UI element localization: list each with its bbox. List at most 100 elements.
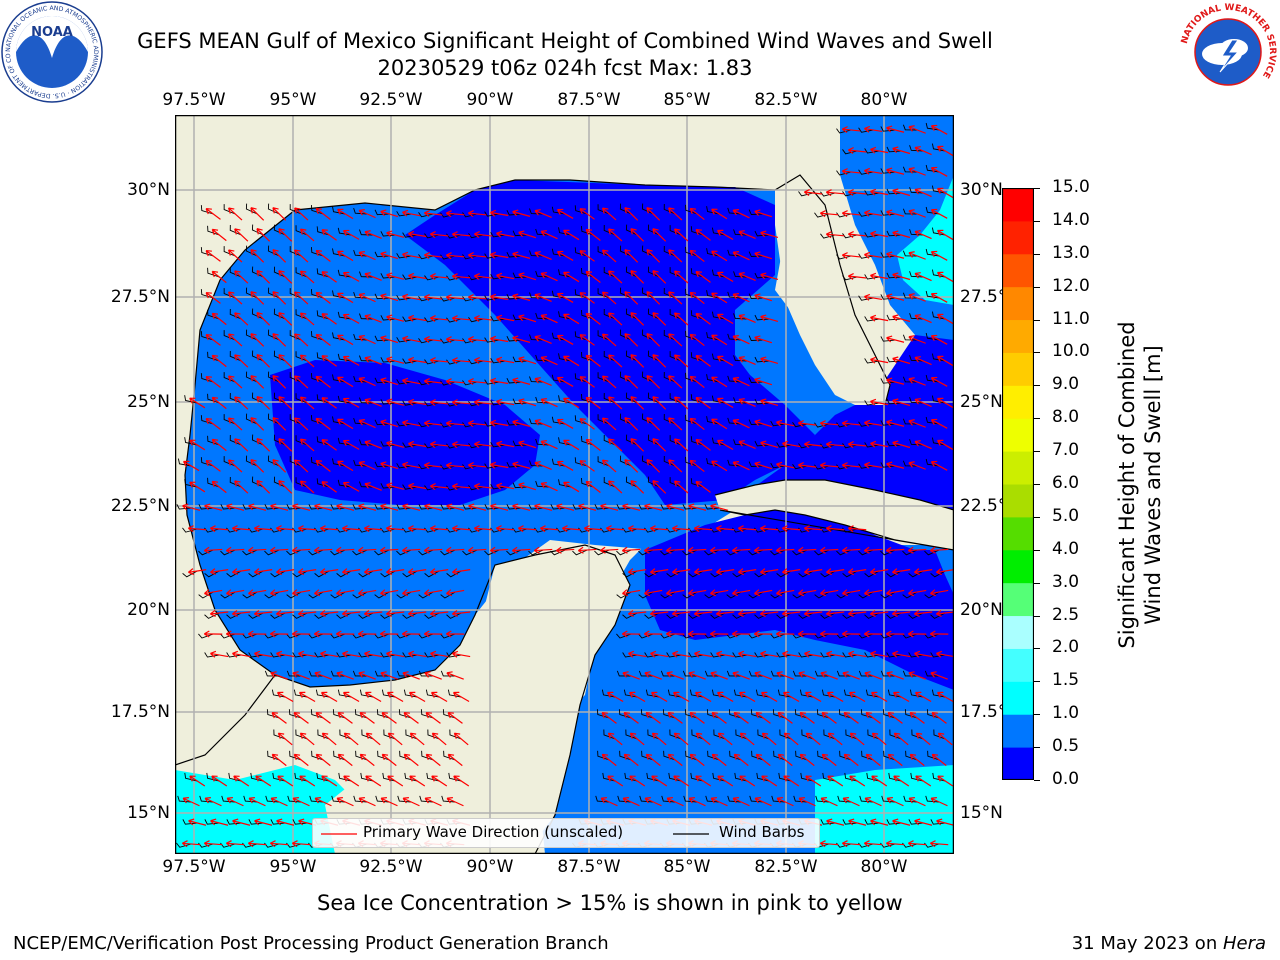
wind-barb xyxy=(902,418,918,425)
wave-arrow xyxy=(710,671,728,680)
wave-arrow xyxy=(825,525,845,533)
wind-barb xyxy=(597,246,610,257)
wind-barb xyxy=(858,253,874,259)
wind-barb xyxy=(771,795,786,803)
wind-barb xyxy=(836,464,852,470)
wind-barb xyxy=(309,795,324,803)
wind-barb xyxy=(293,689,308,698)
wave-arrow xyxy=(931,711,947,724)
wave-arrow xyxy=(886,797,904,807)
wind-barb xyxy=(535,270,550,278)
wind-barb xyxy=(711,689,726,698)
wind-barb xyxy=(842,275,858,281)
wave-arrow xyxy=(182,797,200,807)
wind-barb xyxy=(754,272,770,279)
wind-barb xyxy=(814,633,830,639)
wave-arrow xyxy=(423,546,443,554)
wind-barb xyxy=(405,729,418,740)
wave-arrow xyxy=(511,546,531,554)
wind-barb xyxy=(910,772,924,782)
wind-barb xyxy=(685,456,698,467)
wave-arrow xyxy=(847,609,867,617)
wind-barb xyxy=(242,633,258,639)
wind-barb xyxy=(330,591,346,599)
colorbar-tick: 2.0 xyxy=(1052,637,1080,658)
wave-arrow xyxy=(583,525,603,533)
wind-barb xyxy=(468,401,484,407)
wave-arrow xyxy=(864,209,883,217)
wind-barb xyxy=(706,374,720,383)
wave-arrow xyxy=(358,293,376,303)
wind-barb xyxy=(462,338,478,344)
wind-barb xyxy=(662,709,676,719)
wave-arrow xyxy=(381,711,397,724)
wind-barb xyxy=(353,333,368,341)
wave-arrow xyxy=(732,293,750,303)
wave-arrow xyxy=(624,459,639,473)
wind-barb xyxy=(930,612,946,619)
wind-barb xyxy=(374,377,390,384)
wind-barb xyxy=(688,612,704,619)
wave-arrow xyxy=(380,589,399,597)
x-tick-top: 87.5°W xyxy=(557,90,621,110)
wave-arrow xyxy=(937,732,953,746)
wave-arrow xyxy=(908,293,926,302)
wind-barb xyxy=(529,376,544,383)
wind-barb xyxy=(704,670,720,677)
wind-barb xyxy=(886,314,902,321)
wind-barb xyxy=(748,251,764,257)
wave-arrow xyxy=(624,375,639,389)
wave-arrow xyxy=(908,125,926,134)
wave-arrow xyxy=(315,459,331,472)
wave-arrow xyxy=(863,546,883,554)
wave-arrow xyxy=(209,609,229,617)
wave-arrow xyxy=(622,503,641,511)
wave-arrow xyxy=(228,375,243,389)
wave-arrow xyxy=(342,439,360,450)
wave-arrow xyxy=(893,732,909,746)
wind-barb xyxy=(182,570,198,578)
wind-barb xyxy=(271,689,286,698)
wind-barb xyxy=(925,290,940,299)
wave-arrow xyxy=(211,228,227,242)
wave-arrow xyxy=(797,630,817,638)
wind-barb xyxy=(207,435,220,446)
wind-barb xyxy=(754,440,770,447)
wave-arrow xyxy=(673,775,690,787)
wave-arrow xyxy=(914,272,932,282)
wind-barb xyxy=(603,225,616,236)
wave-arrow xyxy=(776,671,794,680)
wind-barb xyxy=(462,504,478,510)
wind-barb xyxy=(685,414,698,425)
wind-barb xyxy=(822,772,836,782)
wind-barb xyxy=(644,652,660,658)
colorbar-swatch xyxy=(1002,319,1034,353)
wind-barb xyxy=(755,689,770,698)
wave-arrow xyxy=(930,797,948,807)
wave-arrow xyxy=(783,775,800,787)
wave-arrow xyxy=(358,671,376,680)
wind-barb xyxy=(550,549,566,556)
wind-barb xyxy=(663,329,676,341)
wind-barb xyxy=(603,351,616,362)
wave-arrow xyxy=(272,375,287,389)
wave-arrow xyxy=(672,691,690,703)
wave-arrow xyxy=(643,630,663,638)
wave-arrow xyxy=(753,630,773,638)
cuba-coastline xyxy=(714,479,954,551)
wave-arrow xyxy=(408,230,427,238)
wind-barb xyxy=(295,435,308,446)
wave-arrow xyxy=(693,525,713,533)
wave-arrow xyxy=(321,439,337,451)
wave-arrow xyxy=(630,228,645,242)
wave-arrow xyxy=(849,732,865,746)
wind-barb xyxy=(398,709,412,719)
colorbar-tick-mark xyxy=(1034,582,1040,584)
wind-barb xyxy=(484,421,500,427)
wind-barb xyxy=(273,476,286,488)
wave-arrow xyxy=(402,461,421,469)
wave-arrow xyxy=(585,480,601,493)
wind-barb xyxy=(581,393,594,404)
colorbar-tick-mark xyxy=(1034,253,1040,255)
wind-barb xyxy=(353,291,368,299)
